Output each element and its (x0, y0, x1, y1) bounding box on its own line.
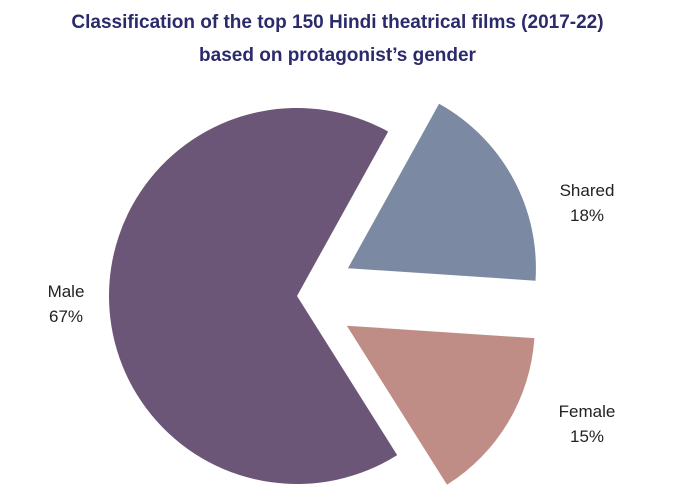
slice-label-female-value: 15% (570, 427, 604, 446)
slice-label-shared-name: Shared (560, 181, 615, 200)
chart-title-line-2: based on protagonist’s gender (199, 45, 476, 66)
pie-slice-male (108, 107, 398, 485)
slice-label-male-name: Male (48, 282, 85, 301)
chart-title: Classification of the top 150 Hindi thea… (0, 6, 675, 72)
slice-label-shared-value: 18% (570, 206, 604, 225)
pie-slices (108, 103, 536, 485)
slice-label-female-name: Female (559, 402, 616, 421)
pie-slice-female (346, 325, 535, 485)
slice-label-male-value: 67% (49, 307, 83, 326)
pie-slice-shared (347, 103, 536, 281)
chart-title-line-1: Classification of the top 150 Hindi thea… (71, 12, 604, 33)
